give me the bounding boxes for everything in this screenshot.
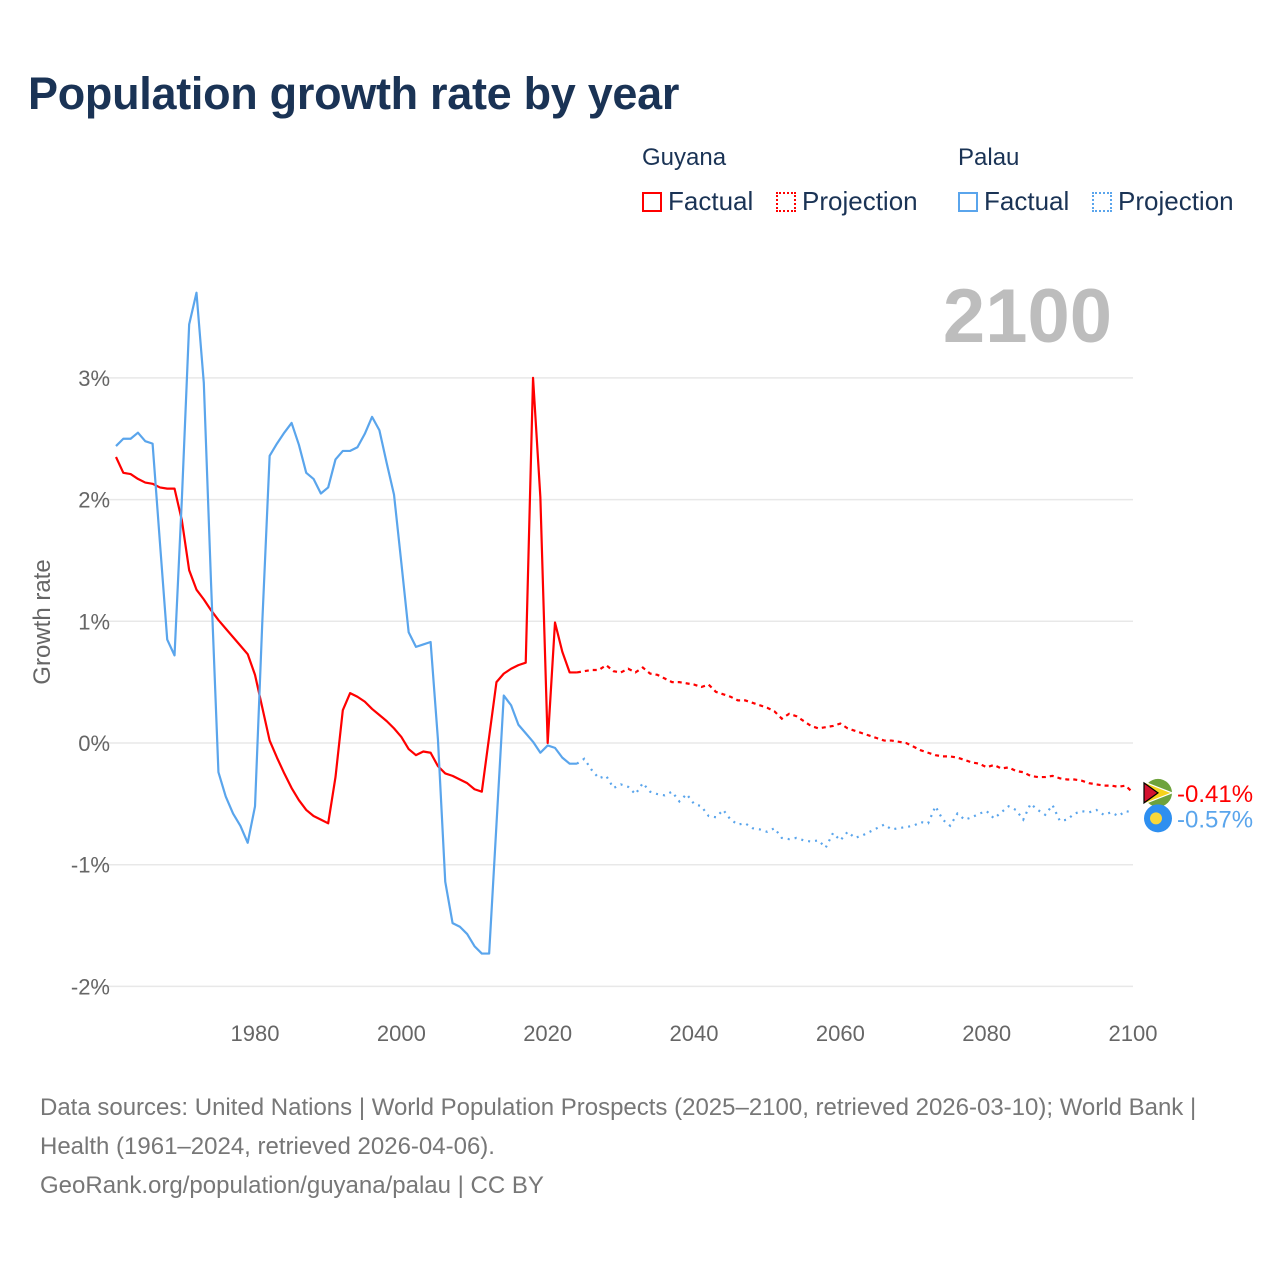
legend-label: Factual	[668, 186, 754, 216]
legend-swatch-dotted	[1092, 191, 1112, 212]
chart-title: Population growth rate by year	[28, 68, 680, 119]
legend-swatch-dotted	[776, 191, 796, 212]
y-tick-label: 3%	[78, 366, 110, 391]
legend-label: Projection	[802, 186, 918, 216]
x-tick-label: 1980	[231, 1021, 280, 1046]
palau-flag-icon	[1144, 804, 1172, 833]
x-tick-label: 2000	[377, 1021, 426, 1046]
legend-label: Factual	[984, 186, 1070, 216]
palau-projection-line	[576, 757, 1134, 850]
y-tick-label: -1%	[71, 853, 110, 878]
year-display: 2100	[943, 274, 1112, 359]
legend-swatch-solid	[958, 191, 978, 212]
palau-end-label: -0.57%	[1177, 806, 1253, 833]
legend-guyana-factual[interactable]: Factual	[642, 186, 753, 217]
legend-swatch-solid	[642, 191, 662, 212]
guyana-factual-line	[115, 376, 577, 825]
data-sources: Data sources: United Nations | World Pop…	[40, 1094, 1197, 1160]
y-tick-label: 1%	[78, 609, 110, 634]
x-tick-label: 2040	[670, 1021, 719, 1046]
x-tick-label: 2100	[1109, 1021, 1158, 1046]
flag-disc	[1150, 812, 1162, 825]
y-tick-label: 2%	[78, 488, 110, 513]
legend-palau-projection[interactable]: Projection	[1092, 186, 1234, 217]
x-tick-label: 2020	[523, 1021, 572, 1046]
credit-link[interactable]: GeoRank.org/population/guyana/palau | CC…	[40, 1172, 544, 1199]
legend-palau-factual[interactable]: Factual	[958, 186, 1069, 217]
guyana-end-label: -0.41%	[1177, 781, 1253, 808]
x-tick-label: 2060	[816, 1021, 865, 1046]
y-axis-label: Growth rate	[29, 559, 56, 684]
y-tick-label: 0%	[78, 731, 110, 756]
legend-group-palau: Palau	[958, 144, 1020, 171]
legend-group-guyana: Guyana	[642, 144, 727, 171]
flag-triangle	[1143, 781, 1160, 805]
footer: Data sources: United Nations | World Pop…	[40, 1088, 1240, 1205]
x-tick-label: 2080	[962, 1021, 1011, 1046]
palau-factual-line	[115, 291, 577, 955]
legend-guyana-projection[interactable]: Projection	[776, 186, 918, 217]
y-tick-label: -2%	[71, 974, 110, 999]
guyana-flag-icon	[1143, 778, 1174, 807]
guyana-projection-line	[576, 663, 1134, 794]
legend-label: Projection	[1118, 186, 1234, 216]
